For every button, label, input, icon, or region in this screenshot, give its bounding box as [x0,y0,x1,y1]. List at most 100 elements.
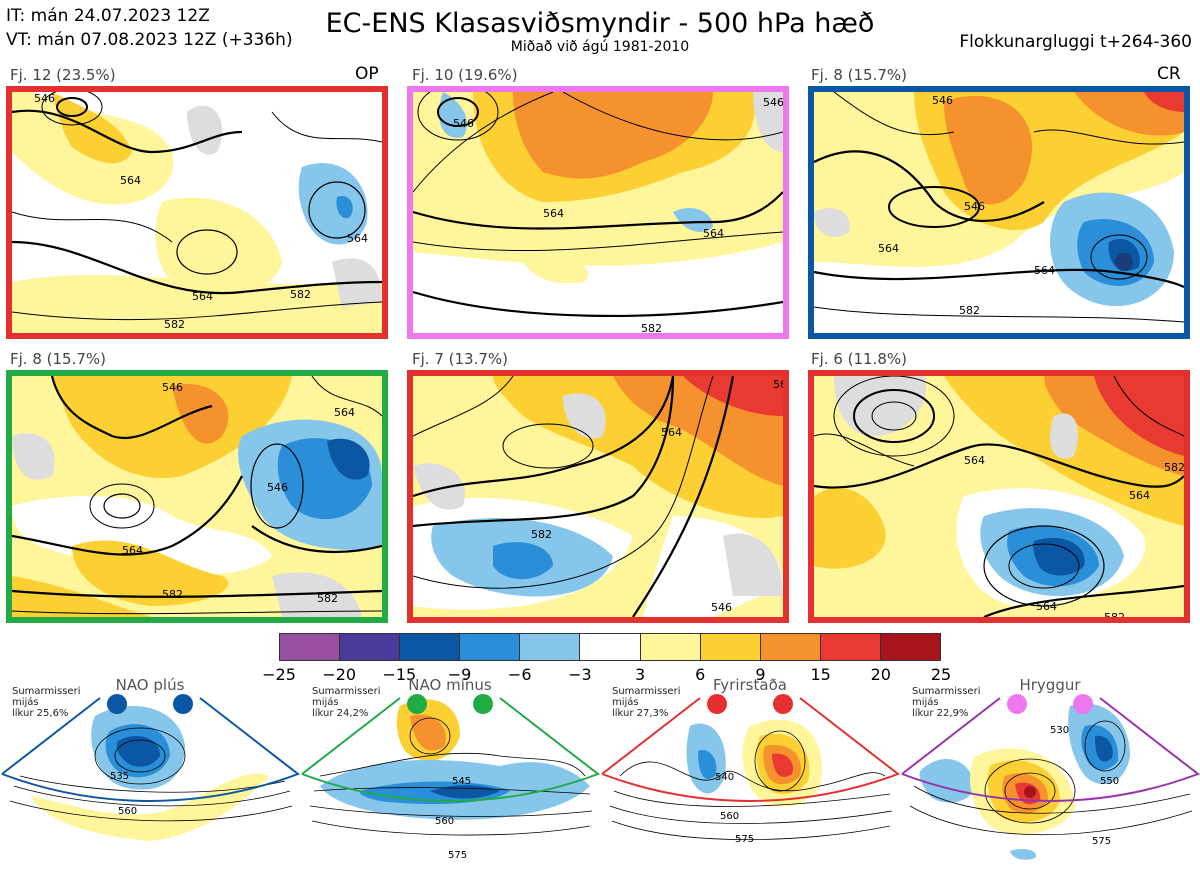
colorbar-tick-label: 25 [930,665,952,684]
cluster-map-1[interactable]: 546 564 564 582 564 582 [6,86,388,339]
colorbar-tick-label: −3 [568,665,592,684]
colorbar-tick-label: 9 [755,665,766,684]
panel-5-contour-label-3: 582 [531,528,552,541]
panel-1-contour-label-3: 564 [192,290,213,303]
colorbar-swatch [580,634,641,660]
panel-3-contour-label-2: 564 [878,242,899,255]
regime-1-name: NAO plús [115,676,185,694]
regime-3-contour-label-1: 540 [715,772,734,783]
panel-6-label: Fj. 6 (11.8%) [811,350,907,368]
panel-4-contour-label-6: 582 [317,592,338,605]
panel-5-contour-label-4: 546 [711,601,732,614]
colorbar-swatch [640,634,701,660]
panel-6-contour-label-1: 564 [964,454,985,467]
cluster-map-4-graphic: 546 564 546 564 582 582 [12,376,382,617]
regime-4-contour-label-1: 530 [1050,725,1069,736]
regime-2-name: NAO mínus [408,676,492,694]
panel-3-contour-label-4: 582 [959,304,980,317]
regime-fyrirstada-map: 540 560 575 [601,694,900,845]
panel-6-contour-label-3: 564 [1036,600,1057,613]
page-title: EC-ENS Klasasviðsmyndir - 500 hPa hæð [325,8,875,39]
panel-1-contour-label-4: 582 [290,288,311,301]
colorbar [279,633,941,661]
regime-4-contour-label-3: 575 [1092,836,1111,847]
regime-3-contour-label-3: 575 [735,834,754,845]
cluster-map-5[interactable]: 564 564 582 546 [407,370,789,623]
panel-1-contour-label-6: 582 [164,318,185,331]
panel-4-contour-label-1: 546 [162,381,183,394]
regime-2-season: Sumarmisseri [312,686,381,697]
colorbar-tick-label: 20 [870,665,891,684]
regime-4-average: mijás [912,697,939,708]
regime-3-probability: líkur 27,3% [612,708,669,719]
regime-hryggur-map: 530 550 575 [901,694,1200,860]
regime-1-season: Sumarmisseri [12,686,81,697]
panel-5-contour-label-2: 564 [661,426,682,439]
panel-1-tag: OP [355,64,379,84]
colorbar-tick-label: −25 [262,665,296,684]
regime-1-info: Sumarmisseri mijás líkur 25,6% [12,686,80,719]
regime-2-contour-label-1: 545 [452,776,471,787]
regime-4-info: Sumarmisseri mijás líkur 22,9% [912,686,980,719]
panel-1-label: Fj. 12 (23.5%) [10,66,116,84]
colorbar-tick-label: −9 [447,665,472,684]
panel-2-contour-label-2: 564 [543,207,564,220]
cluster-map-3-graphic: 546 564 564 582 546 [814,92,1184,323]
panel-5-contour-label-1: 564 [773,378,783,391]
panel-6-contour-label-5: 582 [1164,461,1184,474]
regime-4-season: Sumarmisseri [912,686,981,697]
colorbar-swatch [460,634,521,660]
colorbar-swatch [700,634,761,660]
colorbar-tick-label: 6 [695,665,706,684]
panel-3-tag: CR [1157,64,1181,84]
panel-4-contour-label-5: 582 [162,588,183,601]
regime-2-probability: líkur 24,2% [312,708,369,719]
panel-4-contour-label-4: 564 [122,544,143,557]
initial-time: IT: mán 24.07.2023 12Z [6,6,210,26]
panel-1-contour-label-2: 564 [120,174,141,187]
panel-6-contour-label-4: 582 [1104,611,1125,617]
regime-hryggur[interactable]: 530 550 575 Hryggur Sumarmisseri mijás l… [900,676,1200,871]
colorbar-tick-label: 3 [634,665,646,684]
colorbar-swatch [820,634,881,660]
cluster-map-4[interactable]: 546 564 546 564 582 582 [6,370,388,623]
colorbar-swatch [280,634,341,660]
colorbar-tick-label: 15 [810,665,831,684]
cluster-map-3[interactable]: 546 564 564 582 546 [808,86,1190,339]
cluster-map-1-graphic: 546 564 564 582 564 582 [12,92,382,333]
cluster-map-5-graphic: 564 564 582 546 [413,376,783,617]
regime-2-info: Sumarmisseri mijás líkur 24,2% [312,686,380,719]
regime-nao-minus[interactable]: 545 560 575 NAO mínus Sumarmisseri mijás… [300,676,600,871]
page-subtitle: Miðað við ágú 1981-2010 [510,39,690,55]
panel-2-contour-label-5: 582 [641,322,662,333]
panel-6-contour-label-2: 564 [1129,489,1150,502]
colorbar-tick-label: −15 [382,665,417,684]
colorbar-swatch [340,634,401,660]
panel-1-contour-label-5: 564 [347,232,368,245]
panel-5-label: Fj. 7 (13.7%) [412,350,508,368]
regime-2-average: mijás [312,697,339,708]
regime-fyrirstada[interactable]: 540 560 575 Fyrirstaða Sumarmisseri mijá… [600,676,900,871]
regime-3-average: mijás [612,697,639,708]
panel-2-contour-label-1: 546 [453,117,474,130]
regime-4-contour-label-2: 550 [1100,776,1119,787]
regime-1-average: mijás [12,697,39,708]
valid-time: VT: mán 07.08.2023 12Z (+336h) [6,30,293,50]
regime-nao-plus-map: 535 560 [1,694,300,841]
panel-3-contour-label-5: 546 [964,200,985,213]
regime-1-contour-label-2: 560 [118,806,137,817]
panel-4-label: Fj. 8 (15.7%) [10,350,106,368]
colorbar-tick-label: −6 [507,665,532,684]
panel-4-contour-label-3: 546 [267,481,288,494]
cluster-map-6[interactable]: 564 564 564 582 582 [808,370,1190,623]
regime-4-probability: líkur 22,9% [912,708,969,719]
regime-3-name: Fyrirstaða [713,676,787,694]
regime-nao-plus[interactable]: 535 560 NAO plús Sumarmisseri mijás líku… [0,676,300,871]
panel-3-contour-label-1: 546 [932,94,953,107]
panel-2-label: Fj. 10 (19.6%) [412,66,518,84]
panel-3-label: Fj. 8 (15.7%) [811,66,907,84]
colorbar-swatch [880,634,941,660]
regime-3-contour-label-2: 560 [720,811,739,822]
cluster-map-2[interactable]: 546 564 564 546 582 [407,86,789,339]
panel-2-contour-label-3: 564 [703,227,724,240]
